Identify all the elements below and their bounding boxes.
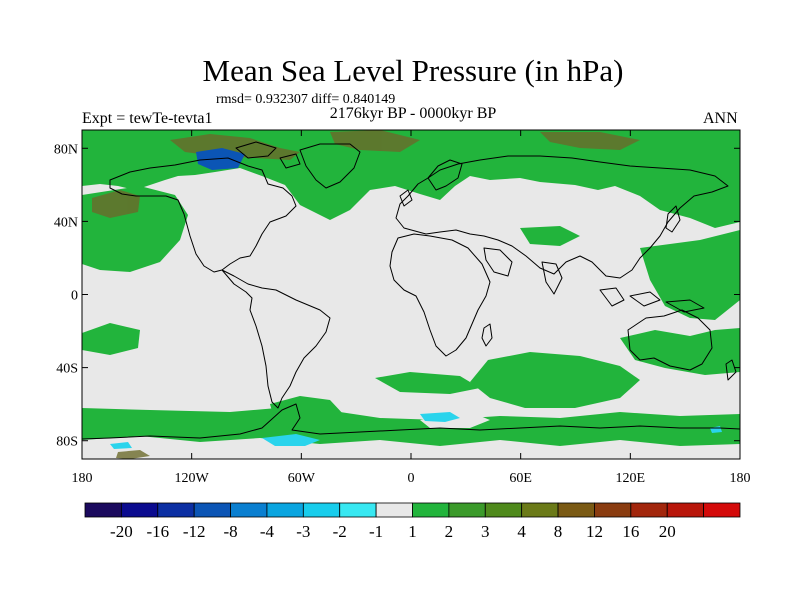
colorbar-swatch (230, 502, 268, 518)
colorbar-swatch (84, 502, 122, 518)
lat-tick-label: 0 (71, 289, 78, 304)
colorbar-swatch (666, 502, 705, 518)
lon-tick-label: 0 (408, 471, 415, 486)
colorbar-swatch (302, 502, 341, 518)
lat-tick-label: 40N (54, 215, 78, 230)
colorbar-label: -3 (296, 522, 310, 541)
colorbar-label: 12 (586, 522, 603, 541)
lat-tick-label: 80N (54, 142, 78, 157)
colorbar-swatch (594, 502, 632, 518)
colorbar-label: -1 (369, 522, 383, 541)
coastlines (82, 141, 740, 440)
colorbar-swatch (193, 502, 231, 518)
colorbar-label: -8 (223, 522, 237, 541)
colorbar-swatch (157, 502, 195, 518)
lon-tick-label: 60W (288, 471, 316, 486)
colorbar-swatch (412, 502, 450, 518)
lon-tick-label: 120W (175, 471, 210, 486)
plot-title: Mean Sea Level Pressure (in hPa) (202, 53, 624, 88)
colorbar-label: -12 (183, 522, 206, 541)
colorbar-swatch (266, 502, 304, 518)
colorbar-label: 16 (622, 522, 639, 541)
latitude-axis: 80N 40N 0 40S 80S (54, 142, 740, 450)
stats-text: rmsd= 0.932307 diff= 0.840149 (216, 92, 396, 107)
colorbar-swatch (339, 502, 377, 518)
lon-tick-label: 60E (509, 471, 532, 486)
colorbar-swatch (630, 502, 668, 518)
lon-tick-label: 180 (72, 471, 93, 486)
colorbar-label: 8 (554, 522, 563, 541)
map-panel (82, 130, 740, 459)
experiment-label: Expt = tewTe-tevta1 (82, 110, 213, 127)
colorbar-swatch (521, 502, 559, 518)
colorbar-label: 2 (445, 522, 454, 541)
colorbar-swatch (448, 502, 486, 518)
colorbar-label: -4 (260, 522, 275, 541)
colorbar-label: 4 (517, 522, 526, 541)
colorbar-label: -16 (146, 522, 169, 541)
colorbar-label: 1 (408, 522, 417, 541)
colorbar-label: -20 (110, 522, 133, 541)
lon-tick-label: 120E (616, 471, 646, 486)
colorbar-swatch (120, 502, 159, 518)
lat-tick-label: 80S (56, 435, 78, 450)
colorbar-swatch (484, 502, 523, 518)
colorbar-label: 3 (481, 522, 490, 541)
longitude-axis: 180 120W 60W 0 60E 120E 180 (72, 130, 751, 486)
colorbar: -20 -16 -12 -8 -4 -3 -2 -1 1 2 3 4 8 12 16 20 (84, 502, 741, 541)
colorbar-label: 20 (659, 522, 676, 541)
colorbar-swatch (703, 502, 741, 518)
lon-tick-label: 180 (730, 471, 751, 486)
colorbar-swatch (375, 502, 413, 518)
colorbar-swatch (557, 502, 595, 518)
season-label: ANN (703, 110, 738, 127)
colorbar-label: -2 (333, 522, 347, 541)
lat-tick-label: 40S (56, 362, 78, 377)
neutral-patches (82, 412, 740, 459)
period-text: 2176kyr BP - 0000kyr BP (329, 105, 497, 122)
